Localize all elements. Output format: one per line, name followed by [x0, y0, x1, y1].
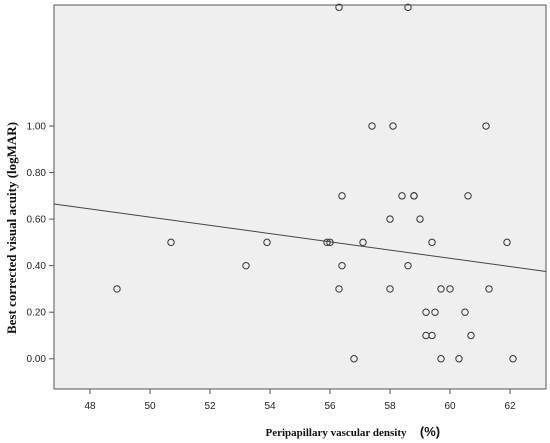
x-axis: 48 50 52 54 56 58 60 62: [84, 389, 516, 412]
data-point: [485, 285, 493, 293]
data-point: [263, 238, 271, 247]
data-point: [431, 308, 439, 316]
data-point: [338, 192, 346, 200]
data-point: [428, 238, 436, 247]
y-tick-label: 0.00: [27, 354, 47, 365]
y-tick-label: 0.80: [27, 168, 47, 179]
y-axis-label: Best corrected visual acuity (logMAR): [4, 122, 19, 334]
y-tick-label: 0.60: [27, 215, 47, 226]
y-tick-label: 0.20: [27, 308, 47, 319]
data-point: [113, 285, 121, 293]
x-tick-label: 62: [504, 401, 516, 412]
x-tick-label: 48: [84, 401, 96, 412]
data-point: [386, 215, 394, 223]
data-point: [509, 355, 517, 363]
data-point: [467, 331, 475, 340]
data-point: [338, 261, 346, 270]
data-point: [242, 261, 250, 270]
data-point: [437, 285, 445, 293]
data-point: [368, 122, 376, 130]
data-point: [350, 355, 358, 363]
data-point: [398, 192, 406, 200]
data-point: [359, 238, 367, 247]
data-point: [422, 308, 430, 316]
plot-area: [53, 4, 547, 390]
data-point: [323, 238, 331, 247]
data-point: [416, 215, 424, 223]
data-point: [503, 238, 511, 247]
data-point: [404, 261, 412, 270]
x-tick-label: 52: [204, 401, 216, 412]
data-point: [428, 331, 436, 340]
data-point: [335, 285, 343, 293]
data-point: [167, 238, 175, 247]
data-point: [437, 355, 445, 363]
y-tick-label: 1.00: [27, 122, 47, 133]
data-point: [404, 3, 412, 12]
x-tick-label: 54: [264, 401, 276, 412]
data-point: [461, 308, 469, 316]
data-point: [389, 122, 397, 130]
data-point: [446, 285, 454, 293]
x-tick-label: 60: [444, 401, 456, 412]
y-axis: 0.00 0.20 0.40 0.60 0.80 1.00: [27, 122, 54, 365]
data-point: [482, 122, 490, 130]
x-tick-label: 58: [384, 401, 396, 412]
data-point: [335, 3, 343, 12]
x-axis-unit: (%): [420, 424, 440, 439]
x-tick-label: 50: [144, 401, 156, 412]
data-point: [386, 285, 394, 293]
data-point: [455, 355, 463, 363]
data-point: [326, 238, 334, 247]
y-tick-label: 0.40: [27, 261, 47, 272]
data-points: [113, 3, 517, 363]
data-point: [410, 192, 418, 200]
data-point: [464, 192, 472, 200]
x-tick-label: 56: [324, 401, 336, 412]
regression-line: [53, 203, 547, 272]
x-axis-label: Peripapillary vascular density: [266, 427, 407, 439]
